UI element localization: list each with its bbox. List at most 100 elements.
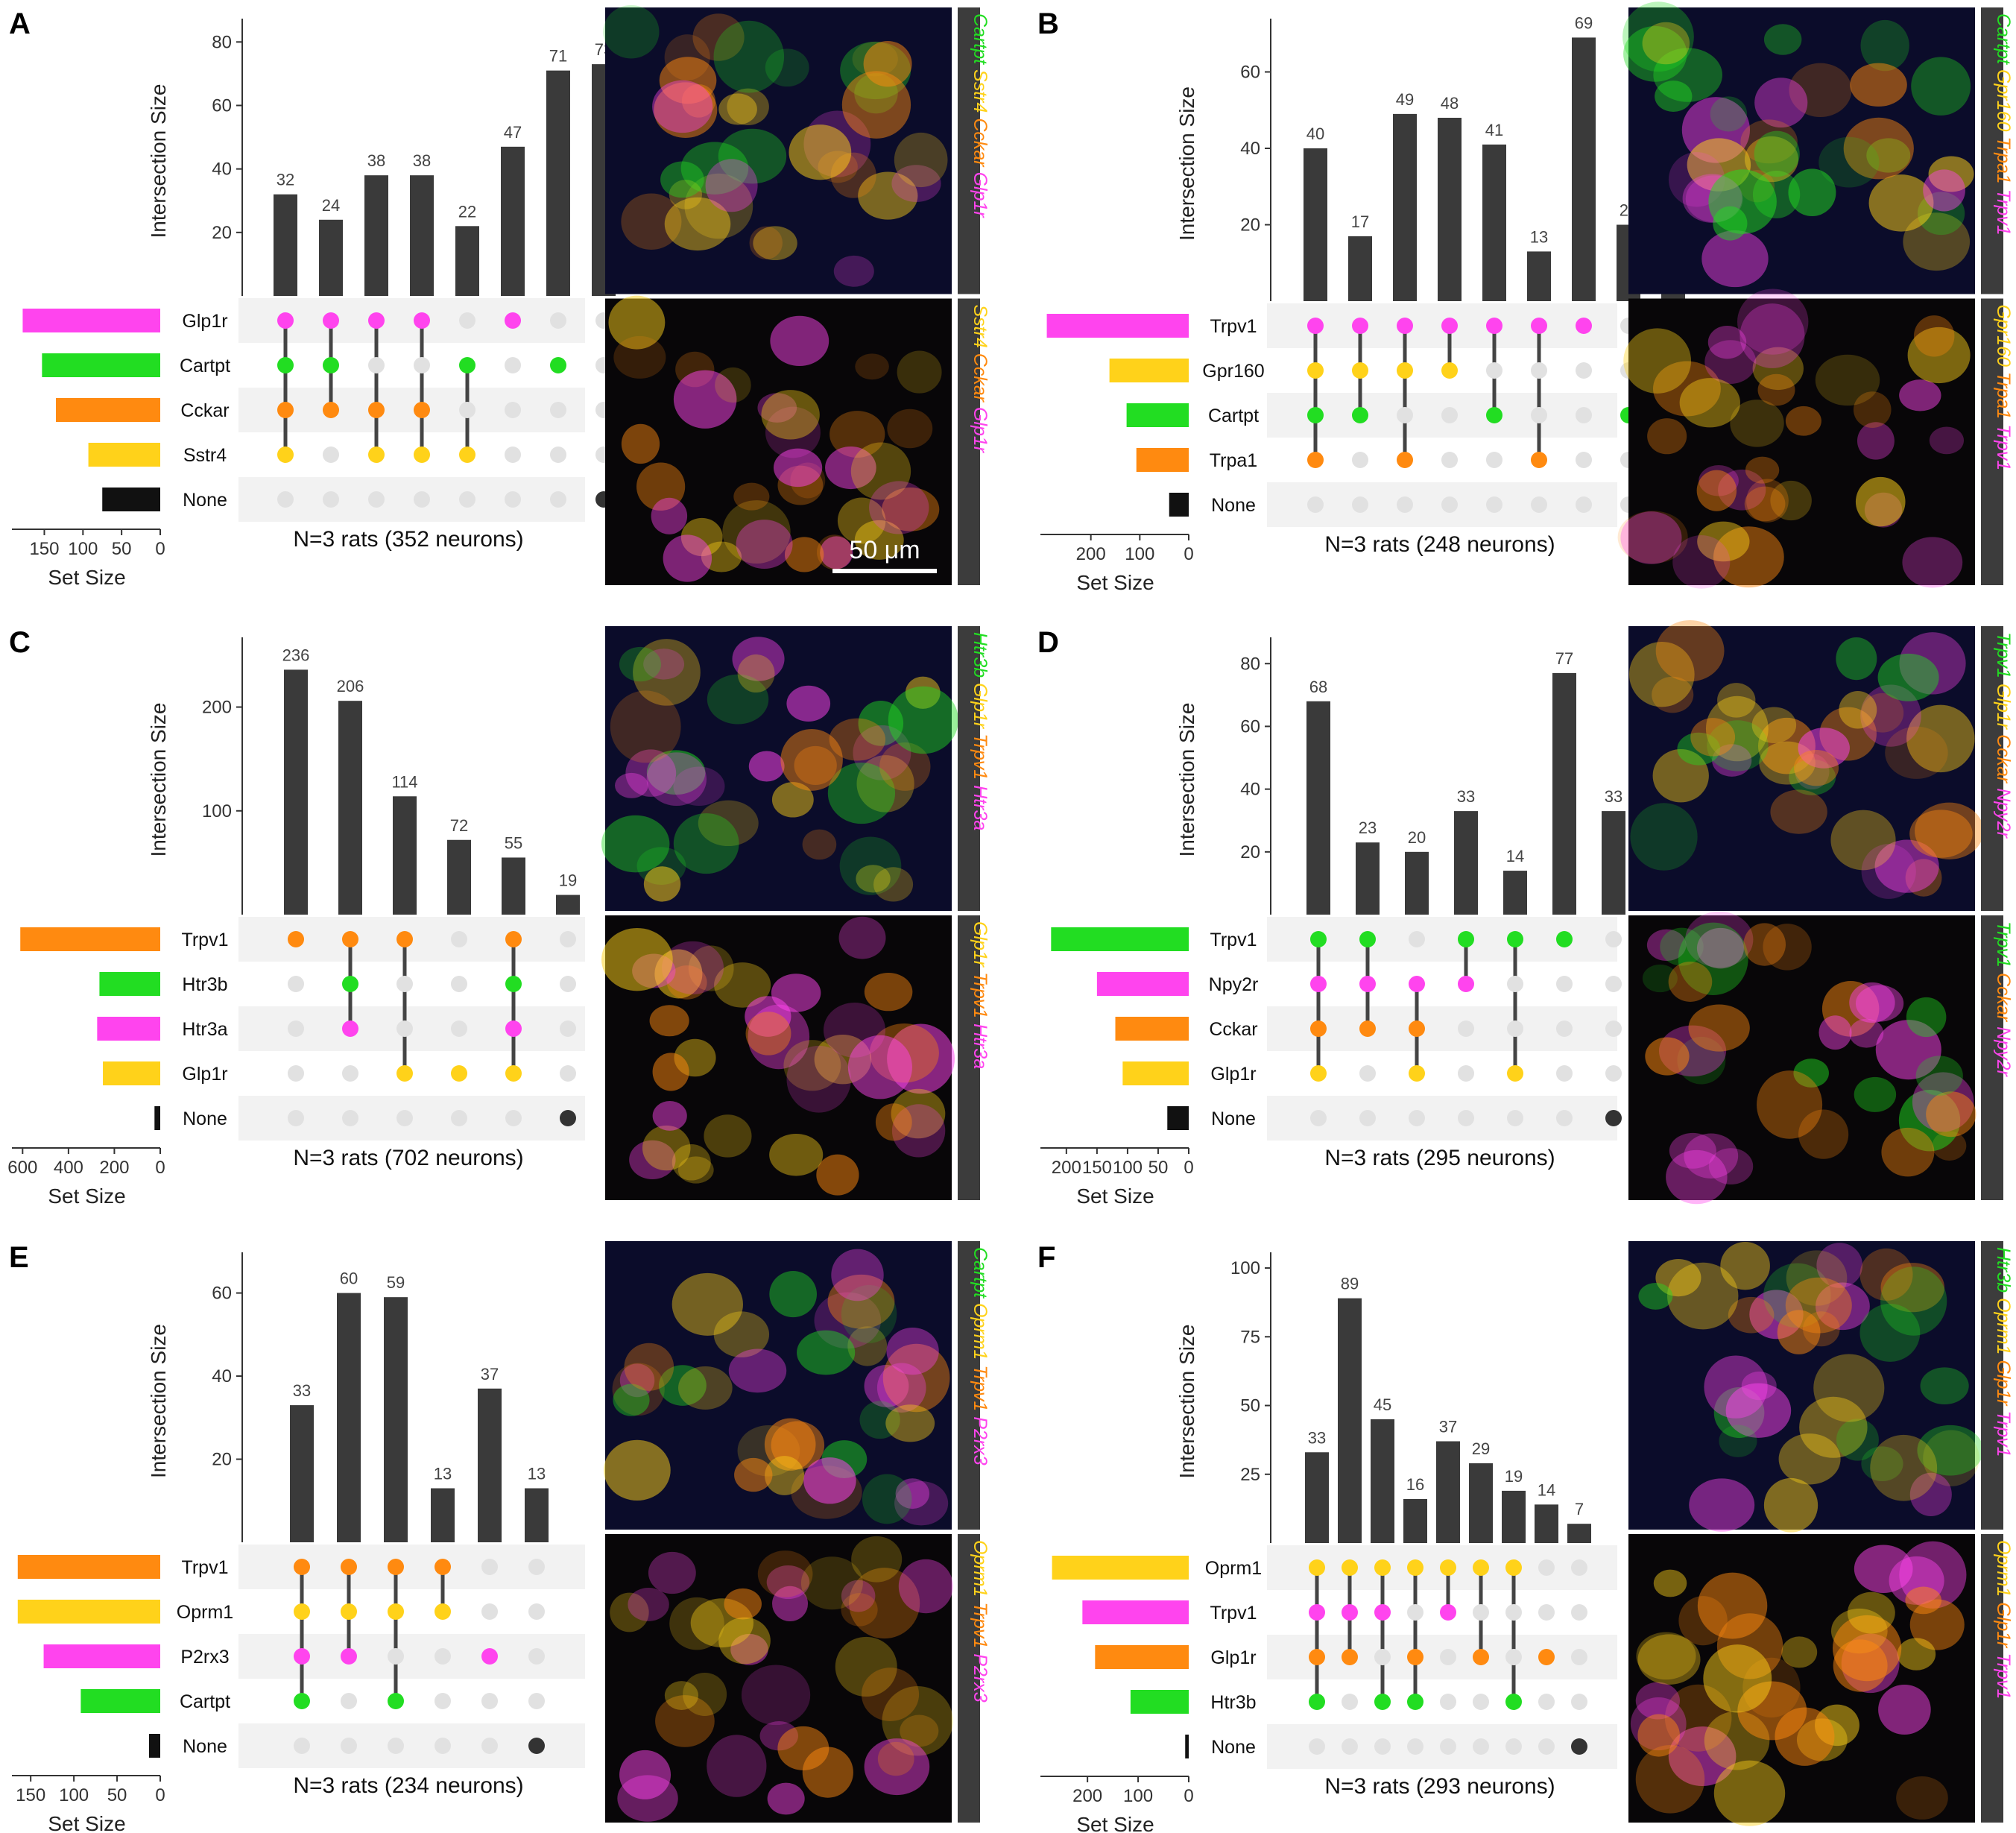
matrix-dot-inactive	[1538, 1694, 1555, 1710]
bar-value-label: 19	[559, 871, 577, 890]
y-tick-label: 80	[1240, 654, 1260, 674]
cell-blob	[1652, 361, 1721, 417]
micrograph-no-dapi	[1617, 288, 1975, 589]
matrix-dot-active	[1538, 1649, 1555, 1665]
cell-blob	[652, 80, 713, 133]
matrix-dot-inactive	[528, 1693, 545, 1709]
matrix-dot-inactive	[1440, 1694, 1456, 1710]
matrix-dot-inactive	[1307, 496, 1324, 513]
cell-blob	[786, 1045, 851, 1113]
cell-blob	[1789, 759, 1836, 795]
cell-blob	[1928, 156, 1974, 192]
intersection-bar	[1469, 1463, 1493, 1543]
y-tick-label: 40	[1240, 780, 1260, 800]
intersection-bar	[1356, 842, 1380, 915]
matrix-dot-active	[342, 976, 358, 992]
cell-blob	[864, 1738, 930, 1796]
matrix-dot-active	[1486, 318, 1502, 334]
cell-blob	[669, 1597, 724, 1650]
matrix-dot-inactive	[1505, 1738, 1522, 1755]
set-size-bar	[154, 1106, 160, 1130]
cell-blob	[1798, 1109, 1849, 1159]
matrix-dot-inactive	[1473, 1738, 1489, 1755]
cell-blob	[835, 1636, 897, 1697]
panel-letter: D	[1037, 626, 1059, 659]
cell-blob	[1666, 1262, 1739, 1330]
set-label: Gpr160	[1202, 361, 1264, 382]
panel-caption: N=3 rats (234 neurons)	[293, 1773, 523, 1798]
matrix-dot-active	[1473, 1649, 1489, 1665]
cell-blob	[625, 749, 677, 797]
bar-value-label: 24	[322, 196, 340, 215]
matrix-dot-active	[1359, 931, 1376, 947]
cell-blob	[728, 1348, 787, 1393]
set-size-bar	[1046, 314, 1189, 338]
matrix-dot-active	[323, 357, 339, 373]
panel-letter: B	[1037, 7, 1059, 40]
set-label: Htr3b	[182, 974, 227, 995]
bar-value-label: 14	[1506, 847, 1524, 865]
cell-blob	[1646, 929, 1687, 962]
channel-label: Htr3a	[970, 785, 990, 830]
set-size-bar	[1130, 1690, 1189, 1714]
bar-value-label: 40	[1306, 124, 1324, 143]
cell-blob	[887, 408, 933, 449]
cell-blob	[1743, 923, 1786, 966]
channel-label: Htr3b	[970, 632, 990, 683]
cell-blob	[1853, 391, 1892, 429]
cell-blob	[858, 700, 904, 746]
intersection-bar	[338, 701, 362, 915]
matrix-dot-inactive	[1576, 496, 1592, 513]
micrograph-merge	[1628, 1241, 1984, 1533]
cell-blob	[1696, 470, 1737, 511]
cell-blob	[773, 448, 823, 488]
matrix-dot-active	[294, 1693, 310, 1709]
panel-letter: E	[9, 1241, 29, 1274]
set-label: Npy2r	[1209, 974, 1259, 995]
intersection-bar	[1403, 1498, 1427, 1543]
cell-blob	[629, 1140, 676, 1180]
set-size-bar	[1126, 403, 1189, 427]
cell-blob	[608, 295, 666, 350]
cell-blob	[1909, 1599, 1965, 1650]
bar-value-label: 23	[1359, 818, 1377, 837]
cell-blob	[1915, 1056, 1963, 1096]
cell-blob	[660, 161, 704, 198]
cell-blob	[858, 171, 918, 220]
cell-blob	[1677, 1036, 1726, 1085]
intersection-bar	[1436, 1441, 1460, 1543]
matrix-stripe	[238, 388, 585, 432]
cell-blob	[898, 1559, 953, 1614]
cell-blob	[733, 482, 770, 511]
matrix-dot-active	[505, 976, 522, 992]
set-size-tick-label: 0	[1184, 1786, 1193, 1806]
channel-label: Cckar	[970, 118, 990, 171]
matrix-dot-inactive	[277, 491, 294, 508]
cell-blob	[649, 1005, 689, 1037]
cell-blob	[1859, 1304, 1921, 1362]
channel-label: Cckar	[1993, 734, 2014, 788]
set-size-tick-label: 100	[68, 539, 98, 559]
y-tick-label: 60	[1240, 63, 1260, 83]
cell-blob	[841, 71, 911, 139]
matrix-dot-inactive	[1397, 407, 1413, 423]
y-tick-label: 60	[212, 1284, 232, 1304]
matrix-dot-active	[481, 1648, 498, 1665]
cell-blob	[727, 88, 769, 125]
channel-label: Trpv1	[970, 1602, 990, 1653]
y-tick-label: 20	[212, 1450, 232, 1470]
intersection-bar	[1393, 113, 1417, 301]
bar-value-label: 22	[458, 202, 476, 221]
set-size-bar	[1167, 1106, 1189, 1130]
y-tick-label: 40	[212, 160, 232, 180]
matrix-dot-active	[1359, 976, 1376, 992]
cell-blob	[816, 534, 853, 570]
cell-blob	[1843, 117, 1914, 180]
cell-blob	[1854, 1545, 1913, 1593]
matrix-dot-active	[1307, 362, 1324, 379]
bar-value-label: 55	[505, 833, 522, 852]
cell-blob	[877, 1741, 914, 1776]
cell-blob	[673, 370, 737, 429]
set-size-tick-label: 200	[99, 1158, 129, 1178]
channel-labels: Trpv1 Cckar Npy2r	[1993, 921, 2014, 1078]
